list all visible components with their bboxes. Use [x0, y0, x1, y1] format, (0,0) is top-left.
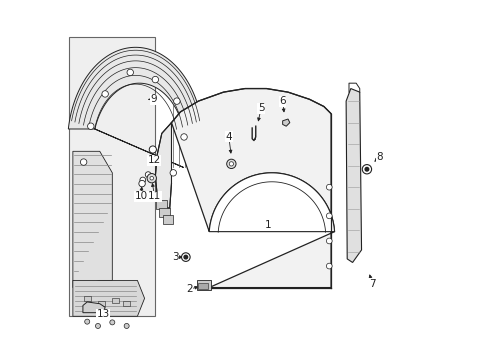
Bar [112, 298, 120, 303]
Circle shape [326, 184, 332, 190]
Polygon shape [155, 123, 172, 209]
Circle shape [326, 263, 332, 269]
Bar [98, 301, 105, 306]
Circle shape [173, 98, 180, 104]
Text: 3: 3 [172, 252, 178, 262]
Circle shape [102, 91, 108, 97]
Polygon shape [73, 151, 112, 288]
Bar [163, 215, 173, 224]
Polygon shape [83, 302, 105, 313]
Bar [156, 201, 167, 210]
Circle shape [362, 165, 371, 174]
Bar [198, 283, 208, 289]
Circle shape [170, 170, 176, 176]
Circle shape [88, 123, 94, 130]
Circle shape [365, 167, 368, 171]
Text: 13: 13 [97, 310, 110, 319]
Circle shape [184, 255, 188, 259]
Polygon shape [283, 119, 290, 126]
Circle shape [227, 159, 236, 168]
Text: 7: 7 [369, 279, 376, 289]
Text: 10: 10 [134, 191, 147, 201]
Text: 11: 11 [148, 191, 161, 201]
Circle shape [124, 323, 129, 328]
Polygon shape [68, 47, 203, 167]
Bar [196, 280, 211, 291]
Text: 12: 12 [147, 155, 161, 165]
Polygon shape [209, 173, 335, 231]
Text: 9: 9 [150, 94, 157, 104]
Circle shape [326, 213, 332, 219]
Circle shape [110, 320, 115, 325]
Circle shape [181, 253, 190, 261]
Circle shape [150, 176, 153, 180]
Bar [69, 37, 155, 316]
Bar [123, 301, 130, 306]
Polygon shape [346, 89, 362, 262]
Circle shape [229, 162, 234, 166]
Circle shape [326, 238, 332, 244]
Bar [159, 208, 170, 217]
Circle shape [149, 146, 156, 153]
Circle shape [96, 323, 100, 328]
Circle shape [146, 172, 151, 177]
Text: 5: 5 [258, 103, 265, 113]
Text: 8: 8 [376, 152, 383, 162]
Circle shape [85, 319, 90, 324]
Circle shape [147, 174, 156, 183]
Circle shape [80, 159, 87, 165]
Circle shape [139, 180, 146, 187]
Bar [84, 296, 91, 301]
Text: 1: 1 [265, 220, 271, 230]
Polygon shape [73, 280, 145, 316]
Circle shape [140, 177, 146, 183]
Text: 6: 6 [279, 96, 286, 106]
Circle shape [127, 69, 133, 76]
Circle shape [152, 76, 159, 83]
Circle shape [181, 134, 187, 140]
Text: 4: 4 [225, 132, 232, 142]
Text: 2: 2 [186, 284, 193, 294]
Polygon shape [172, 89, 335, 288]
